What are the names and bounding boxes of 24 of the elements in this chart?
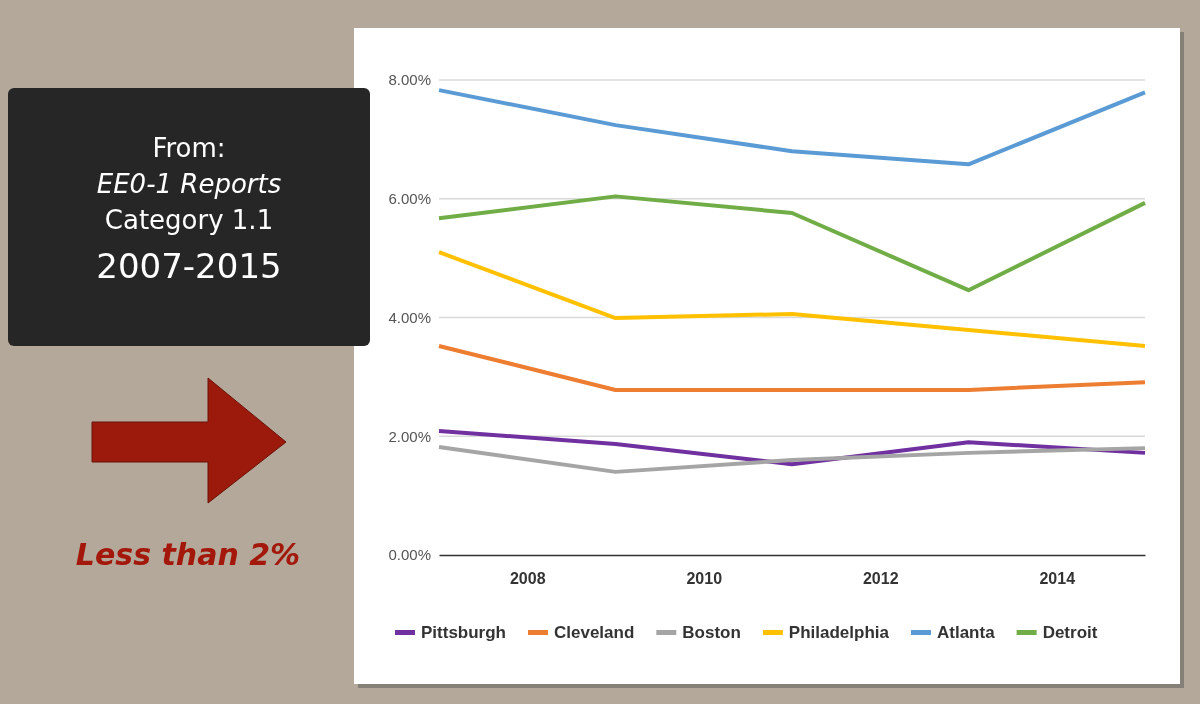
text: Category 1.1	[104, 205, 274, 235]
text: From:	[152, 133, 226, 163]
line-series	[437, 444, 1147, 474]
legend-label: Pittsburgh	[421, 623, 506, 642]
legend-label: Cleveland	[554, 623, 635, 642]
line-series	[437, 194, 1147, 293]
y-tick-label: 2.00%	[388, 427, 431, 445]
x-tick-label: 2010	[686, 570, 723, 588]
y-tick-label: 8.00%	[388, 71, 431, 89]
legend-label: Boston	[682, 623, 741, 642]
text: EE0-1 Reports	[96, 169, 282, 199]
text: Less than 2%	[75, 537, 301, 572]
line-series	[437, 250, 1147, 348]
line-series	[437, 88, 1147, 167]
legend-label: Philadelphia	[788, 623, 890, 642]
x-tick-label: 2014	[1039, 570, 1076, 588]
x-tick-label: 2008	[509, 570, 546, 588]
x-tick-label: 2012	[862, 570, 899, 588]
legend-label: Detroit	[1042, 623, 1098, 642]
legend-label: Atlanta	[937, 623, 996, 642]
y-tick-label: 4.00%	[388, 308, 431, 326]
text: 2007-2015	[96, 246, 282, 286]
y-tick-label: 6.00%	[388, 190, 431, 208]
y-tick-label: 0.00%	[388, 546, 431, 564]
